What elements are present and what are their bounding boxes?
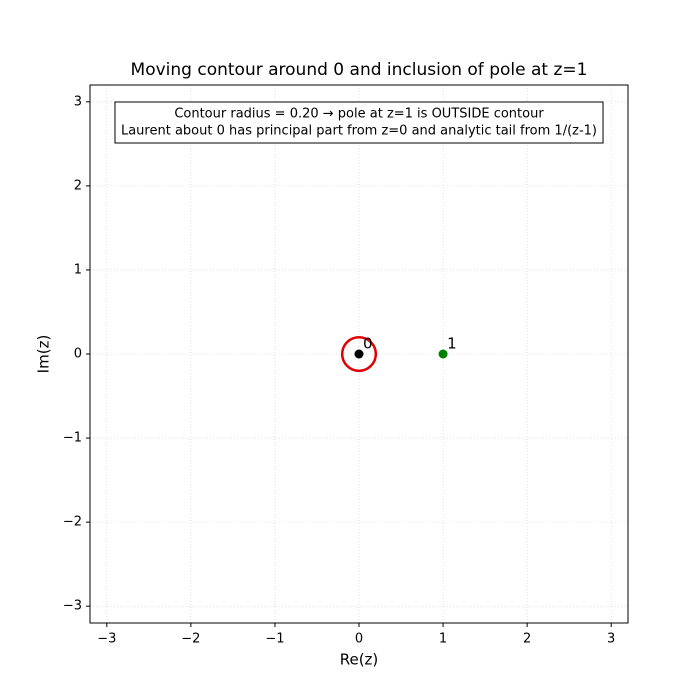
x-axis-label: Re(z) <box>340 651 379 669</box>
x-tick-label: −3 <box>97 632 116 647</box>
x-tick-label: −1 <box>265 632 284 647</box>
y-tick-label: 3 <box>74 94 82 109</box>
annotation-box <box>114 101 604 144</box>
x-tick-label: 2 <box>523 632 531 647</box>
y-tick-label: −3 <box>63 599 82 614</box>
y-tick-label: 1 <box>74 262 82 277</box>
plot-frame <box>89 84 629 624</box>
y-tick-label: −1 <box>63 431 82 446</box>
x-tick-label: 1 <box>439 632 447 647</box>
point-label: 1 <box>447 335 457 353</box>
point <box>354 349 364 359</box>
annotation-line: Laurent about 0 has principal part from … <box>121 124 597 139</box>
y-axis-label: Im(z) <box>35 335 53 374</box>
x-tick-label: 0 <box>355 632 363 647</box>
annotation: Contour radius = 0.20 → pole at z=1 is O… <box>114 101 604 144</box>
y-tick-label: −2 <box>63 515 82 530</box>
annotation-line: Contour radius = 0.20 → pole at z=1 is O… <box>174 107 544 122</box>
x-tick-label: 3 <box>607 632 615 647</box>
x-tick-label: −2 <box>181 632 200 647</box>
contour-circle <box>340 335 378 373</box>
y-tick-label: 2 <box>74 178 82 193</box>
point-label: 0 <box>363 335 373 353</box>
y-tick-label: 0 <box>74 347 82 362</box>
chart-title: Moving contour around 0 and inclusion of… <box>131 60 588 80</box>
point <box>438 349 448 359</box>
